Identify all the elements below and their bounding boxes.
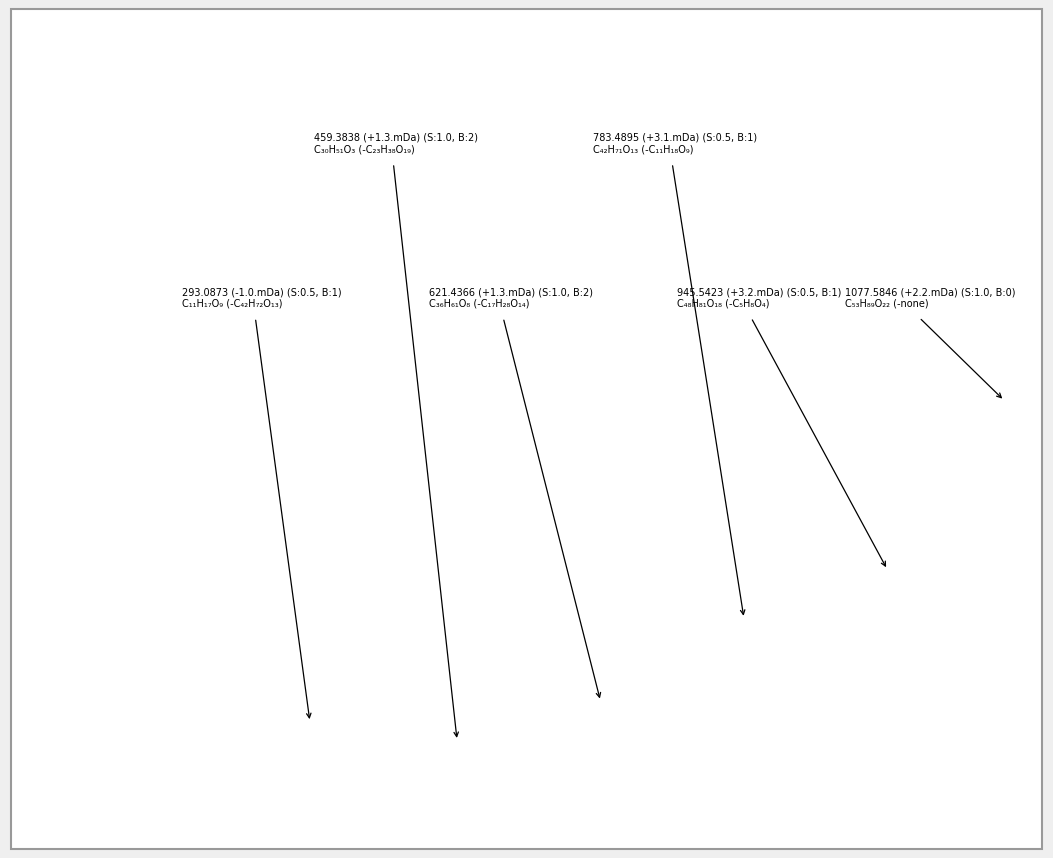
Text: 293.0864: 293.0864	[312, 711, 354, 721]
Text: 785.5114: 785.5114	[748, 740, 790, 749]
Text: 622.4455: 622.4455	[602, 736, 645, 745]
Text: l;703.4010: l;703.4010	[674, 749, 723, 758]
Text: 603.4330: 603.4330	[540, 744, 583, 752]
Text: 915.5383: 915.5383	[862, 654, 906, 662]
Text: 621.4366 (+1.3.mDa) (S:1.0, B:2)
C₃₆H₆₁O₈ (-C₁₇H₂₈O₁₄): 621.4366 (+1.3.mDa) (S:1.0, B:2) C₃₆H₆₁O…	[430, 287, 594, 309]
Y-axis label: %: %	[47, 577, 60, 590]
Text: 621.4380: 621.4380	[602, 691, 644, 700]
Text: 191.0533: 191.0533	[221, 635, 264, 644]
Text: 765.4805: 765.4805	[730, 717, 773, 726]
Text: 783.4937: 783.4937	[746, 608, 789, 617]
Text: 784.4943: 784.4943	[747, 684, 789, 692]
Text: 2: TOF MS ES-: 2: TOF MS ES-	[935, 384, 1008, 394]
Text: 459.3838 (+1.3.mDa) (S:1.0, B:2)
C₃₀H₅₁O₃ (-C₂₃H₃₈O₁₉): 459.3838 (+1.3.mDa) (S:1.0, B:2) C₃₀H₅₁O…	[315, 133, 478, 154]
Text: 783.4895 (+3.1.mDa) (S:0.5, B:1)
C₄₂H₇₁O₁₃ (-C₁₁H₁₈O₉): 783.4895 (+3.1.mDa) (S:0.5, B:1) C₄₂H₇₁O…	[593, 133, 757, 154]
Text: 459.3863: 459.3863	[458, 730, 501, 740]
X-axis label: m/z: m/z	[540, 803, 565, 817]
Text: 149.0433: 149.0433	[184, 424, 226, 433]
Text: 945.5423 (+3.2.mDa) (S:0.5, B:1)
C₄₈H₈₁O₁₈ (-C₅H₈O₄): 945.5423 (+3.2.mDa) (S:0.5, B:1) C₄₈H₈₁O…	[677, 287, 841, 309]
Text: 1077.5851   1.15e3: 1077.5851 1.15e3	[906, 410, 1008, 420]
Text: 946.5487: 946.5487	[890, 676, 933, 685]
Text: 89.0239: 89.0239	[91, 511, 128, 520]
Text: 947.5642: 947.5642	[891, 728, 933, 738]
Text: 945.5467: 945.5467	[889, 559, 932, 568]
Text: 293.0873 (-1.0.mDa) (S:0.5, B:1)
C₁₁H₁₇O₉ (-C₄₂H₇₂O₁₃): 293.0873 (-1.0.mDa) (S:0.5, B:1) C₁₁H₁₇O…	[181, 287, 341, 309]
Text: 1077.5846 (+2.2.mDa) (S:1.0, B:0)
C₅₃H₈₉O₂₂ (-none): 1077.5846 (+2.2.mDa) (S:1.0, B:0) C₅₃H₈₉…	[846, 287, 1016, 309]
